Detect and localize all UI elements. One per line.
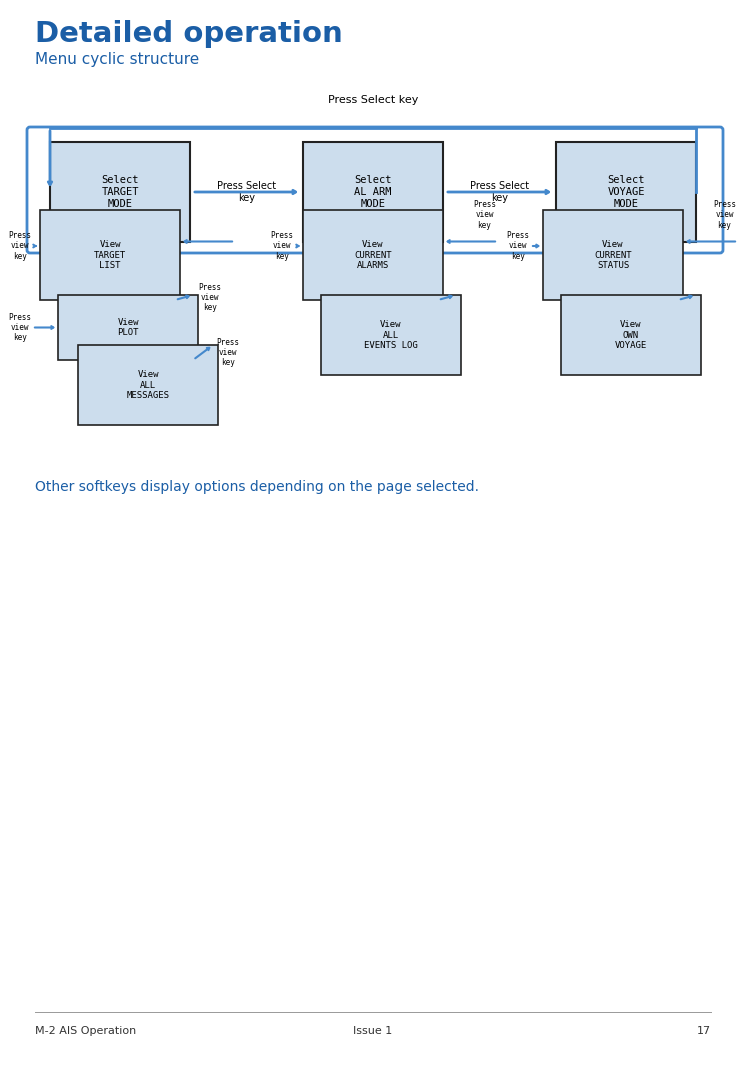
Text: Press Select
key: Press Select key [470,181,529,203]
Bar [321,295,461,374]
Text: Issue 1: Issue 1 [354,1026,392,1036]
Bar [78,345,218,425]
Text: Press
view
key: Press view key [507,231,530,261]
Bar [303,142,443,242]
Text: Press
view
key: Press view key [216,338,239,367]
Bar [40,210,180,300]
Bar [58,295,198,360]
Text: Press
view
key: Press view key [713,200,736,229]
Text: Select
TARGET
MODE: Select TARGET MODE [101,175,139,209]
Text: Press
view
key: Press view key [8,312,31,342]
Text: Detailed operation: Detailed operation [35,20,342,48]
Bar [543,210,683,300]
Text: Press
view
key: Press view key [8,231,31,261]
Bar [303,210,443,300]
Text: View
ALL
EVENTS LOG: View ALL EVENTS LOG [364,320,418,350]
Text: Press
view
key: Press view key [198,282,221,312]
Text: M-2 AIS Operation: M-2 AIS Operation [35,1026,137,1036]
Text: View
ALL
MESSAGES: View ALL MESSAGES [127,370,169,400]
Text: Other softkeys display options depending on the page selected.: Other softkeys display options depending… [35,480,479,494]
Text: View
PLOT: View PLOT [117,318,139,337]
Text: View
CURRENT
ALARMS: View CURRENT ALARMS [354,240,392,270]
Text: Select
VOYAGE
MODE: Select VOYAGE MODE [607,175,645,209]
Bar [561,295,701,374]
Text: Press Select key: Press Select key [327,95,419,105]
Text: Press
view
key: Press view key [473,200,496,229]
Text: Menu cyclic structure: Menu cyclic structure [35,52,199,67]
Text: Press
view
key: Press view key [271,231,294,261]
Text: Press Select
key: Press Select key [217,181,276,203]
Text: Select
AL ARM
MODE: Select AL ARM MODE [354,175,392,209]
Text: View
TARGET
LIST: View TARGET LIST [94,240,126,270]
Text: View
OWN
VOYAGE: View OWN VOYAGE [615,320,647,350]
Text: 17: 17 [697,1026,711,1036]
Bar [50,142,190,242]
Bar [556,142,696,242]
Text: View
CURRENT
STATUS: View CURRENT STATUS [594,240,632,270]
